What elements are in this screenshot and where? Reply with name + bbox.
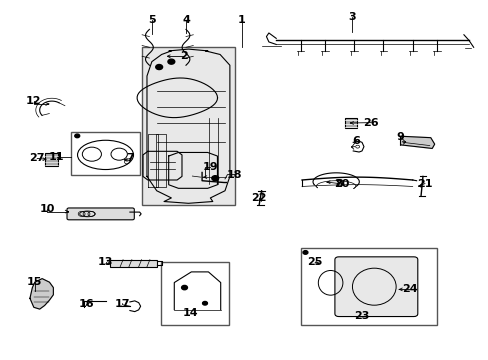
Text: 18: 18	[226, 170, 242, 180]
Text: 23: 23	[353, 311, 368, 321]
Text: 21: 21	[416, 179, 432, 189]
Polygon shape	[400, 136, 434, 148]
Text: 15: 15	[27, 277, 42, 287]
Circle shape	[303, 251, 307, 254]
Text: 9: 9	[396, 132, 404, 142]
Circle shape	[202, 301, 207, 305]
Text: 13: 13	[98, 257, 113, 267]
Circle shape	[75, 134, 80, 138]
Text: 4: 4	[182, 15, 189, 26]
Bar	[110, 260, 157, 267]
Circle shape	[211, 176, 218, 181]
Text: 1: 1	[238, 15, 245, 26]
Text: 14: 14	[183, 308, 198, 318]
Text: 17: 17	[115, 299, 130, 309]
Bar	[344, 118, 356, 128]
Text: 24: 24	[402, 284, 417, 294]
Text: 5: 5	[148, 15, 155, 26]
Text: 25: 25	[307, 257, 322, 267]
Text: 8: 8	[335, 179, 343, 189]
Bar	[142, 47, 234, 205]
Text: 20: 20	[334, 179, 349, 189]
Text: 12: 12	[26, 96, 41, 106]
Bar	[44, 153, 58, 166]
Circle shape	[156, 64, 162, 69]
Circle shape	[167, 59, 174, 64]
Text: 2: 2	[179, 51, 187, 61]
Bar	[71, 132, 140, 175]
Text: 22: 22	[251, 193, 266, 203]
Text: 27: 27	[29, 153, 45, 163]
Text: 19: 19	[202, 162, 218, 172]
Bar	[300, 248, 436, 325]
Text: 7: 7	[126, 153, 134, 163]
Text: 10: 10	[39, 204, 55, 214]
Text: 11: 11	[49, 152, 64, 162]
Bar	[160, 262, 228, 325]
Text: 26: 26	[363, 118, 378, 128]
Text: 16: 16	[78, 299, 94, 309]
FancyBboxPatch shape	[67, 208, 134, 220]
Circle shape	[181, 285, 187, 290]
Text: 3: 3	[347, 12, 355, 22]
Polygon shape	[30, 279, 53, 309]
Text: 6: 6	[352, 136, 360, 145]
FancyBboxPatch shape	[334, 257, 417, 316]
